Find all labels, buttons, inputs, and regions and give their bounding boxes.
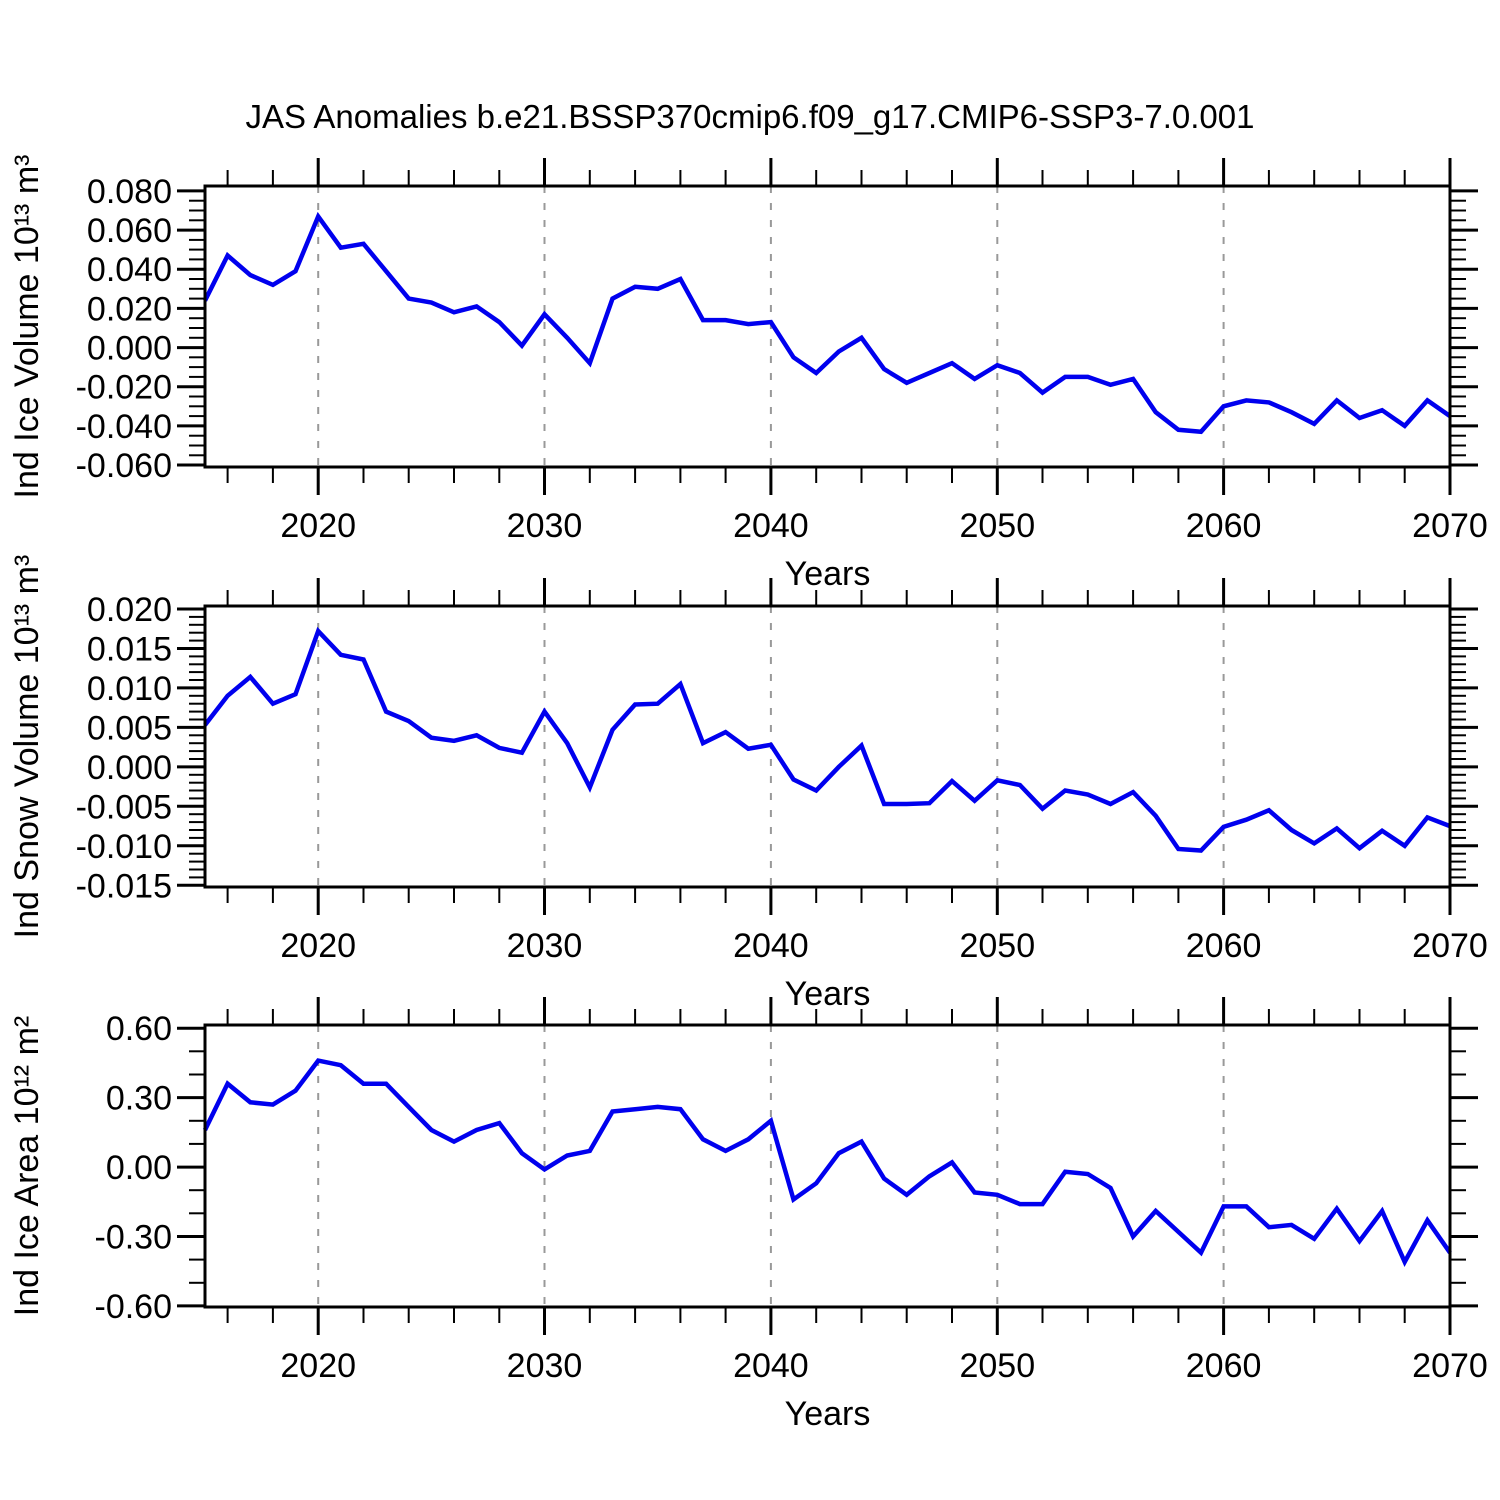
x-tick-label: 2070 (1412, 1347, 1488, 1385)
x-tick-label: 2060 (1186, 927, 1262, 965)
x-tick-label: 2020 (280, 927, 356, 965)
plot-frame (203, 184, 1452, 469)
y-tick-label: -0.040 (76, 408, 172, 446)
x-tick-label: 2020 (280, 507, 356, 545)
x-tick-label: 2060 (1186, 1347, 1262, 1385)
y-tick-label: 0.000 (87, 330, 172, 368)
x-tick-label: 2030 (507, 1347, 583, 1385)
y-tick-label: -0.60 (95, 1288, 173, 1326)
x-tick-label: 2020 (280, 1347, 356, 1385)
x-tick-label: 2050 (959, 1347, 1035, 1385)
chart-ind-ice-volume: 2020 2030 2040 2050 2060 20700.0800.0600.0400… (8, 155, 1488, 593)
y-tick-label: 0.080 (87, 173, 172, 211)
x-tick-label: 2050 (959, 927, 1035, 965)
y-tick-label: 0.015 (87, 631, 172, 669)
y-tick-label: -0.010 (76, 828, 172, 866)
y-tick-label: 0.020 (87, 591, 172, 629)
figure-title: JAS Anomalies b.e21.BSSP370cmip6.f09_g17… (245, 98, 1255, 135)
y-tick-label: 0.020 (87, 290, 172, 328)
y-tick-label: 0.010 (87, 670, 172, 708)
chart-ind-ice-area: 2020 2030 2040 2050 2060 2070 0.60 0.30 0.00 -0.3… (8, 997, 1488, 1433)
x-axis-title: Years (785, 975, 871, 1013)
plot-frame (203, 604, 1452, 889)
x-axis-title: Years (785, 1395, 871, 1433)
x-tick-label: 2050 (959, 507, 1035, 545)
series-line-ind-ice-area (202, 1058, 1452, 1267)
chart-ind-snow-volume: 2020 2030 2040 2050 2060 20700.0200.0150.0100… (8, 555, 1488, 1013)
y-tick-label: 0.00 (106, 1149, 172, 1187)
series-line-ind-snow-volume (203, 626, 1451, 853)
x-tick-label: 2040 (733, 507, 809, 545)
y-tick-label: 0.005 (87, 709, 172, 747)
y-tick-label: 0.000 (87, 749, 172, 787)
y-tick-label: 0.30 (106, 1080, 172, 1118)
x-tick-label: 2030 (507, 927, 583, 965)
y-tick-label: -0.015 (76, 867, 172, 905)
y-tick-label: -0.30 (95, 1219, 173, 1257)
y-tick-label: 0.060 (87, 212, 172, 250)
y-tick-label: 0.040 (87, 251, 172, 289)
y-axis-title: Ind Ice Area 10¹² m² (8, 1016, 46, 1316)
x-tick-label: 2030 (507, 507, 583, 545)
x-tick-label: 2040 (733, 927, 809, 965)
x-tick-label: 2040 (733, 1347, 809, 1385)
x-tick-label: 2070 (1412, 507, 1488, 545)
y-tick-label: -0.020 (76, 369, 172, 407)
x-axis-title: Years (785, 555, 871, 593)
y-axis-title: Ind Snow Volume 10¹³ m³ (8, 555, 46, 939)
x-tick-label: 2060 (1186, 507, 1262, 545)
series-line-ind-ice-volume (202, 211, 1452, 435)
y-tick-label: -0.005 (76, 788, 172, 826)
y-tick-label: 0.60 (106, 1010, 172, 1048)
y-axis-title: Ind Ice Volume 10¹³ m³ (8, 155, 46, 499)
y-tick-label: -0.060 (76, 447, 172, 485)
x-tick-label: 2070 (1412, 927, 1488, 965)
